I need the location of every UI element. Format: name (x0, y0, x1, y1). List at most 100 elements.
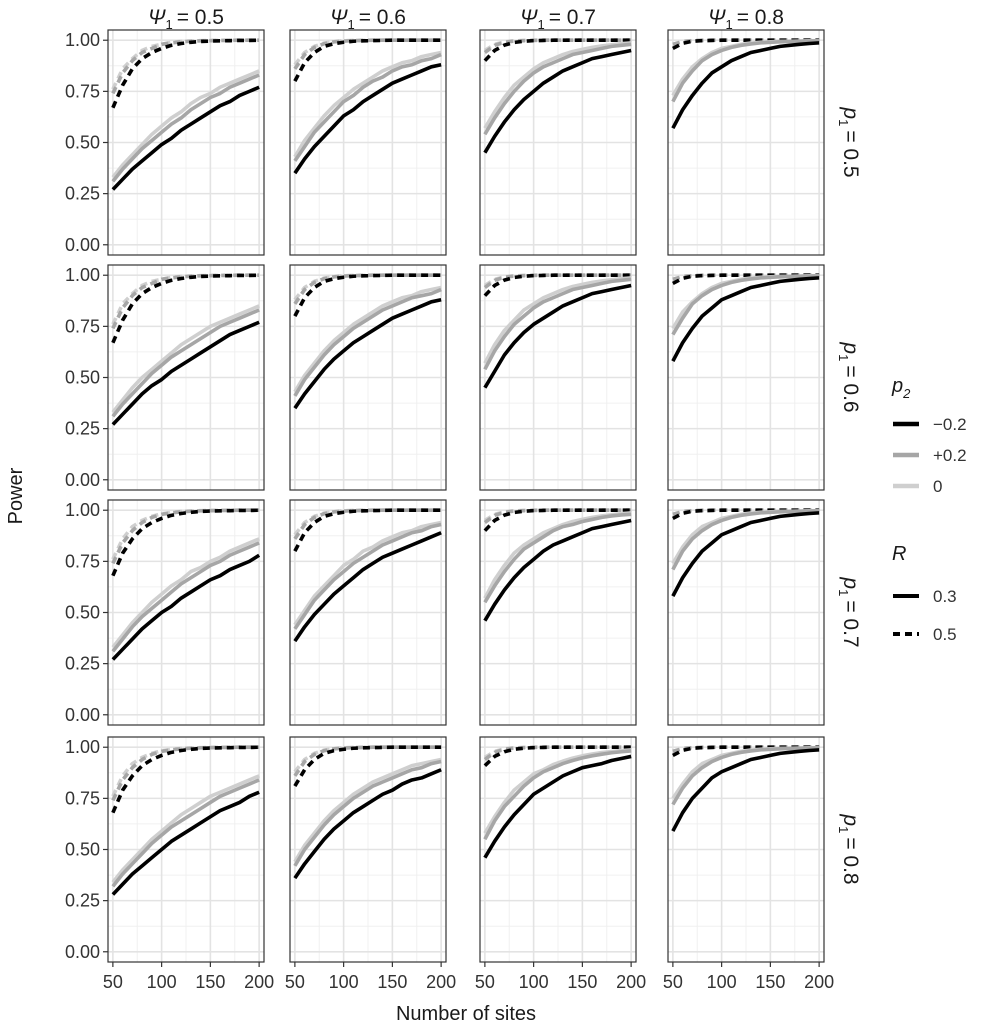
panel-r3-c2 (289, 499, 447, 726)
panel-border (289, 736, 447, 963)
series-line-r03-p2-0 (111, 774, 260, 884)
series-line-r03-p2-plus0.2 (293, 287, 442, 397)
panel-r2-c3 (479, 264, 637, 491)
series-line-r05-p2-plus0.2 (111, 508, 260, 565)
series-line-r03-p2-0 (111, 69, 260, 179)
series-line-r03-p2-plus0.2 (293, 759, 442, 867)
labels-layer: Ψ1 = 0.5 Ψ1 = 0.6 Ψ1 = 0.7 Ψ1 = 0.8 p1= 0.5 p1= 0… (5, 6, 862, 1025)
y-tick-label: 1.00 (65, 30, 100, 50)
series-line-r03-p2-minus0.2 (111, 85, 260, 191)
panel-r3-c1: 0.00 0.25 0.50 0.75 1.00 (65, 499, 265, 726)
series-line-r05-p2-plus0.2 (293, 508, 442, 540)
series-line-r03-p2-minus0.2 (293, 63, 442, 175)
series-line-r03-p2-plus0.2 (293, 52, 442, 162)
series-line-r05-p2-minus0.2 (293, 273, 442, 317)
series-line-r03-p2-plus0.2 (483, 749, 632, 841)
panel-border (289, 264, 447, 491)
x-tick-label: 150 (377, 972, 407, 992)
y-tick-label: 1.00 (65, 265, 100, 285)
series-line-r03-p2-0 (483, 276, 632, 365)
series-line-r03-p2-minus0.2 (293, 531, 442, 643)
series-line-r05-p2-plus0.2 (293, 273, 442, 305)
series-line-r03-p2-minus0.2 (671, 41, 820, 130)
panel-border (667, 29, 825, 256)
series-line-r03-p2-minus0.2 (483, 48, 632, 154)
row-label-4: p1= 0.8 (836, 813, 862, 884)
series-line-r03-p2-0 (293, 285, 442, 393)
panel-border (479, 29, 637, 256)
y-tick-label: 0.25 (65, 419, 100, 439)
series-line-r03-p2-plus0.2 (111, 541, 260, 653)
series-line-r05-p2-minus0.2 (483, 38, 632, 62)
x-tick-label: 100 (519, 972, 549, 992)
series-line-r05-p2-plus0.2 (483, 38, 632, 54)
series-line-r03-p2-0 (293, 520, 442, 626)
series-line-r05-p2-plus0.2 (111, 273, 260, 330)
x-tick-label: 100 (147, 972, 177, 992)
series-line-r05-p2-minus0.2 (111, 745, 260, 814)
panel-r3-c3 (479, 499, 637, 726)
x-tick-label: 200 (426, 972, 456, 992)
panel-border (479, 264, 637, 491)
y-tick-label: 0.25 (65, 184, 100, 204)
x-tick-label: 150 (567, 972, 597, 992)
panel-border (667, 264, 825, 491)
series-line-r05-p2-minus0.2 (483, 745, 632, 767)
panel-r4-c1: 0.00 0.25 0.50 0.75 1.00 50 100 150 200 (65, 736, 274, 992)
column-label-2: Ψ1 = 0.6 (330, 6, 406, 32)
column-label-3: Ψ1 = 0.7 (520, 6, 596, 32)
series-line-r05-p2-plus0.2 (293, 38, 442, 70)
y-tick-label: 0.50 (65, 368, 100, 388)
panel-border (479, 499, 637, 726)
y-tick-label: 0.50 (65, 603, 100, 623)
series-line-r03-p2-plus0.2 (671, 39, 820, 103)
y-tick-label: 0.00 (65, 942, 100, 962)
legend-linetype-title: R (892, 543, 906, 565)
series-line-r05-p2-plus0.2 (483, 508, 632, 524)
series-line-r03-p2-minus0.2 (671, 276, 820, 362)
panel-r1-c4 (667, 29, 825, 256)
series-line-r03-p2-minus0.2 (111, 320, 260, 426)
series-line-r03-p2-plus0.2 (111, 73, 260, 183)
series-line-r03-p2-minus0.2 (111, 553, 261, 661)
x-tick-label: 200 (616, 972, 646, 992)
row-label-1: p1= 0.5 (836, 106, 862, 177)
y-tick-label: 0.00 (65, 470, 100, 490)
legend: p2 −0.2 +0.2 0 R 0.3 0.5 (891, 375, 967, 644)
series-line-r03-p2-plus0.2 (483, 42, 632, 136)
series-line-r03-p2-0 (111, 537, 260, 649)
series-line-r05-p2-minus0.2 (293, 745, 442, 788)
series-line-r03-p2-minus0.2 (671, 748, 820, 832)
series-line-r03-p2-minus0.2 (483, 518, 632, 622)
x-tick-label: 100 (707, 972, 737, 992)
panel-r3-c4 (667, 499, 825, 726)
series-line-r05-p2-minus0.2 (293, 508, 442, 552)
x-tick-label: 50 (103, 972, 123, 992)
panel-r1-c1: 0.00 0.25 0.50 0.75 1.00 (65, 29, 265, 256)
panel-border (289, 499, 447, 726)
panel-r2-c1: 0.00 0.25 0.50 0.75 1.00 (65, 264, 265, 491)
series-line-r05-p2-plus0.2 (483, 273, 632, 289)
panel-border (289, 29, 447, 256)
y-tick-label: 0.00 (65, 235, 100, 255)
panel-r2-c2 (289, 264, 447, 491)
series-line-r05-p2-minus0.2 (111, 273, 260, 344)
series-line-r03-p2-plus0.2 (671, 509, 820, 571)
x-tick-label: 200 (804, 972, 834, 992)
x-tick-label: 150 (195, 972, 225, 992)
series-line-r03-p2-0 (293, 757, 442, 863)
legend-color-label: −0.2 (933, 415, 967, 434)
panel-r4-c2: 50 100 150 200 (285, 736, 456, 992)
series-line-r03-p2-plus0.2 (293, 522, 442, 630)
panel-border (667, 499, 825, 726)
panels-layer: 0.00 0.25 0.50 0.75 1.00 0.00 0.25 0.50 0.75 1.00… (65, 29, 834, 992)
legend-linetype-label: 0.3 (933, 587, 957, 606)
series-line-r03-p2-0 (293, 50, 442, 158)
series-line-r03-p2-0 (111, 304, 260, 414)
column-label-1: Ψ1 = 0.5 (148, 6, 224, 32)
y-tick-label: 1.00 (65, 500, 100, 520)
series-line-r03-p2-minus0.2 (483, 754, 632, 859)
series-line-r03-p2-0 (483, 41, 632, 130)
y-tick-label: 0.75 (65, 551, 100, 571)
y-tick-label: 1.00 (65, 737, 100, 757)
